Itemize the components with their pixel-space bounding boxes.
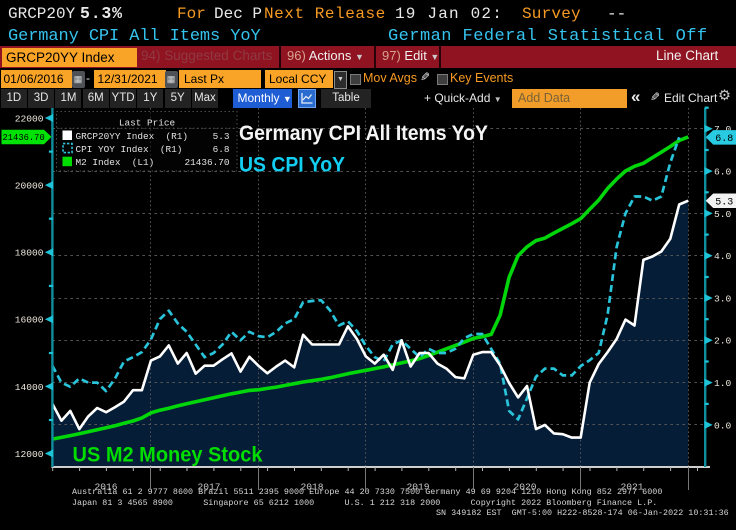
svg-text:20000: 20000	[15, 181, 44, 192]
svg-text:2.0: 2.0	[714, 336, 732, 347]
svg-text:6.8: 6.8	[213, 144, 230, 155]
svg-text:5.3: 5.3	[213, 131, 230, 142]
svg-text:2018: 2018	[300, 482, 323, 493]
svg-text:GRCP20YY Index (R1): GRCP20YY Index (R1)	[76, 131, 189, 142]
svg-text:14000: 14000	[15, 382, 44, 393]
svg-text:7.0: 7.0	[714, 124, 732, 135]
svg-text:2019: 2019	[406, 482, 429, 493]
svg-text:21436.70: 21436.70	[184, 157, 229, 168]
svg-text:2021: 2021	[620, 482, 643, 493]
svg-text:21436.70: 21436.70	[3, 133, 45, 143]
svg-text:4.0: 4.0	[714, 251, 732, 262]
svg-text:0.0: 0.0	[714, 420, 732, 431]
svg-text:6.0: 6.0	[714, 167, 732, 178]
svg-text:22000: 22000	[15, 113, 44, 124]
svg-text:5.3: 5.3	[715, 197, 733, 208]
svg-text:5.0: 5.0	[714, 209, 732, 220]
svg-text:2017: 2017	[197, 482, 220, 493]
svg-text:M2 Index (L1): M2 Index (L1)	[76, 157, 155, 168]
svg-text:1.0: 1.0	[714, 378, 732, 389]
svg-text:CPI YOY Index (R1): CPI YOY Index (R1)	[76, 144, 183, 155]
svg-text:Germany CPI All Items YoY: Germany CPI All Items YoY	[239, 122, 488, 145]
svg-text:6.8: 6.8	[715, 134, 733, 145]
svg-text:US M2 Money Stock: US M2 Money Stock	[73, 444, 263, 467]
svg-text:US CPI YoY: US CPI YoY	[239, 154, 345, 177]
svg-text:Last Price: Last Price	[119, 118, 176, 129]
svg-text:3.0: 3.0	[714, 293, 732, 304]
svg-text:16000: 16000	[15, 315, 44, 326]
svg-text:12000: 12000	[15, 449, 44, 460]
svg-text:2020: 2020	[513, 482, 536, 493]
svg-text:18000: 18000	[15, 248, 44, 259]
svg-text:2016: 2016	[94, 482, 117, 493]
